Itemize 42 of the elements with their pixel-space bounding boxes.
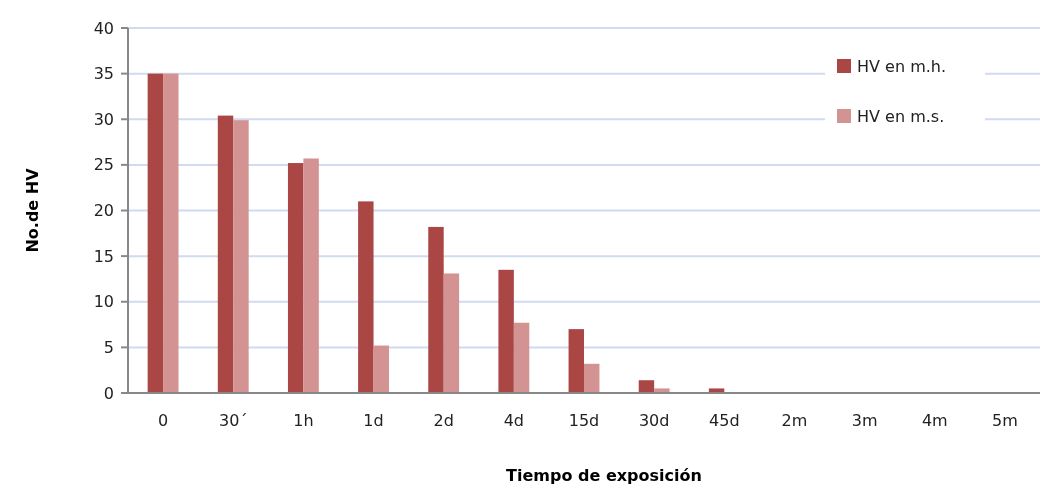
bar [654, 388, 670, 393]
x-tick-label: 4m [921, 411, 948, 430]
bar [147, 73, 164, 393]
y-tick-label: 40 [93, 18, 114, 38]
y-tick-label: 10 [93, 292, 114, 312]
x-tick-label: 30´ [219, 411, 248, 430]
x-tick-label: 30d [638, 411, 670, 430]
bar [358, 201, 374, 393]
y-tick-label: 20 [93, 201, 114, 221]
legend-label: HV en m.h. [857, 56, 947, 76]
y-tick-label: 0 [103, 383, 114, 403]
x-tick-label: 5m [992, 411, 1018, 430]
x-tick-label: 45d [709, 411, 740, 430]
x-tick-label: 1d [363, 411, 384, 430]
bar [498, 269, 514, 393]
bar [568, 329, 584, 393]
x-tick-label: 2d [433, 411, 454, 430]
bar [513, 322, 530, 393]
bar [428, 226, 444, 393]
bar [287, 163, 304, 393]
bar [443, 273, 460, 393]
bar [303, 158, 319, 393]
bar [373, 345, 389, 393]
y-tick-label: 25 [93, 155, 114, 175]
x-tick-label: 0 [157, 411, 169, 430]
bar [638, 380, 655, 393]
y-tick-label: 15 [93, 246, 114, 266]
bar [584, 363, 600, 393]
x-tick-label: 4d [503, 411, 525, 430]
y-tick-label: 30 [93, 109, 114, 129]
x-tick-label: 15d [568, 411, 600, 430]
x-tick-label: 2m [781, 411, 808, 430]
x-tick-label: 3m [851, 411, 878, 430]
bar [233, 120, 249, 393]
x-tick-label: 1h [293, 411, 314, 430]
y-tick-label: 35 [93, 64, 114, 84]
x-axis-title: Tiempo de exposición [506, 466, 702, 485]
y-tick-label: 5 [103, 337, 114, 357]
bar [217, 115, 234, 393]
legend-label: HV en m.s. [857, 106, 945, 126]
bar [163, 73, 179, 393]
y-axis-title: No.de HV [23, 167, 42, 253]
